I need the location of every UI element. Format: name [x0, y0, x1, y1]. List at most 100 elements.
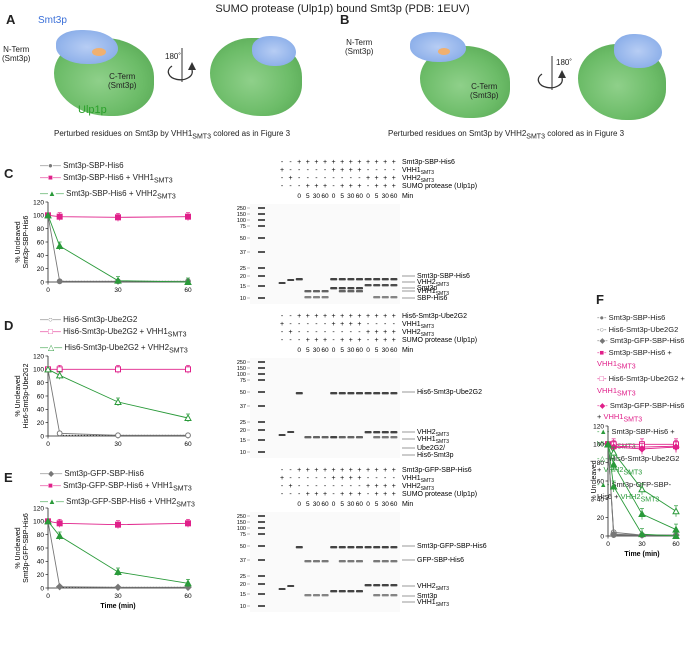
legend-c: —●— Smt3p-SBP-His6 —■— Smt3p-SBP-His6 + … — [40, 160, 176, 203]
lane-sign: - — [315, 329, 318, 336]
lane-sign: + — [332, 475, 336, 482]
lane-sign: - — [298, 475, 301, 482]
gel-band — [364, 278, 372, 281]
lane-sign: + — [349, 337, 353, 344]
perturbed-residues-front — [92, 48, 106, 56]
gel-row-label: VHH1SMT3 — [402, 321, 434, 330]
lane-sign: + — [289, 483, 293, 490]
gel-band — [347, 290, 355, 293]
gel-band — [313, 436, 320, 439]
y-tick-label: 100 — [33, 213, 44, 220]
mw-label: 150 — [237, 366, 246, 372]
band-label: VHH2SMT3 — [417, 279, 449, 288]
time-label: 30 — [313, 347, 321, 354]
lane-sign: + — [332, 467, 336, 474]
lane-sign: + — [314, 159, 318, 166]
lane-sign: - — [298, 167, 301, 174]
lane-sign: - — [289, 159, 292, 166]
legend-f-item-2: -○- His6-Smt3p-Ube2G2 — [597, 324, 679, 334]
chart-d-axes: 0 20 40 60 80 100 120 0 30 60 % UncleavedHis6-Smt3… — [15, 353, 192, 448]
data-point-3-3 — [114, 567, 122, 575]
gel-band — [330, 546, 338, 549]
mw-label: 250 — [237, 206, 246, 212]
lane-sign: + — [280, 321, 284, 328]
gel-band — [313, 290, 320, 293]
gel-band — [381, 431, 389, 434]
gel-band — [364, 284, 372, 287]
gel-e: - - + + + + + + + + + + + + Smt3p-GFP-SBP-His6+ - - - - - + +… — [237, 467, 487, 612]
lane-sign: - — [393, 167, 396, 174]
gel-band — [364, 546, 372, 549]
chart-c: 0 20 40 60 80 100 120 0 30 60 % UncleavedSmt3p-SBP… — [15, 199, 192, 294]
time-label: 0 — [332, 347, 336, 354]
mw-label: 25 — [240, 266, 246, 272]
y-axis-label-line: His6-Smt3p-Ube2G2 — [23, 363, 30, 428]
lane-sign: + — [306, 183, 310, 190]
data-point-2-3 — [115, 366, 121, 373]
lane-sign: - — [367, 321, 370, 328]
x-tick-label: 0 — [46, 593, 50, 600]
lane-sign: + — [349, 321, 353, 328]
band-label: VHH2SMT3 — [417, 583, 449, 592]
gel-band — [381, 594, 389, 597]
lane-sign: + — [383, 337, 387, 344]
gel-band — [373, 594, 381, 597]
lane-sign: - — [289, 313, 292, 320]
lane-sign: + — [375, 483, 379, 490]
lane-sign: - — [298, 321, 301, 328]
mw-label: 100 — [237, 372, 246, 378]
data-point-1-2 — [56, 430, 63, 437]
gel-band — [381, 584, 389, 587]
time-label: 0 — [332, 193, 336, 200]
y-tick-label: 80 — [37, 380, 45, 387]
band-label: VHH1SMT3 — [417, 436, 449, 445]
mw-label: 10 — [240, 296, 246, 302]
time-label: 0 — [366, 501, 370, 508]
gel-row-label-sub: SMT3 — [421, 324, 435, 330]
lane-sign: - — [289, 167, 292, 174]
ladder-band — [258, 297, 265, 299]
lane-sign: + — [383, 159, 387, 166]
lane-sign: + — [349, 167, 353, 174]
ladder-band — [258, 379, 265, 381]
gel-band — [356, 436, 363, 439]
gel-body — [250, 204, 400, 304]
data-point-3-4 — [184, 277, 192, 285]
gel-band — [373, 560, 381, 563]
data-point-3-2 — [609, 530, 618, 538]
y-tick-label: 120 — [593, 423, 604, 430]
mw-label: 100 — [237, 526, 246, 532]
lane-sign: + — [392, 175, 396, 182]
gel-d: - - + + + + + + + + + + + + His6-Smt3p-Ube2G2+ - - - - - + + +… — [237, 313, 482, 459]
lane-sign: + — [375, 313, 379, 320]
mw-label: 250 — [237, 514, 246, 520]
y-tick-label: 0 — [40, 585, 44, 592]
chart-e-axes: 0 20 40 60 80 100 120 0 30 60 Time (min) % Uncleave… — [15, 505, 192, 610]
mw-label: 37 — [240, 250, 246, 256]
b-caption: Perturbed residues on Smt3p by VHH2SMT3 … — [388, 129, 625, 141]
ladder-band — [258, 207, 265, 209]
gel-row-label: Smt3p-GFP-SBP-His6 — [402, 467, 472, 474]
lane-sign: + — [323, 491, 327, 498]
lane-sign: - — [315, 321, 318, 328]
mw-label: 20 — [240, 428, 246, 434]
gel-band — [330, 436, 338, 439]
lane-sign: + — [375, 329, 379, 336]
lane-sign: + — [392, 313, 396, 320]
lane-sign: - — [332, 483, 335, 490]
smt3p-label: Smt3p — [38, 15, 67, 26]
lane-sign: + — [280, 167, 284, 174]
gel-row-label: Smt3p-SBP-His6 — [402, 159, 455, 166]
y-axis-label: % UncleavedSmt3p-SBP-His6 — [15, 215, 30, 268]
data-point-3-1 — [44, 365, 52, 373]
legend-d-item-2: —□— His6-Smt3p-Ube2G2 + VHH1SMT3 — [40, 327, 187, 339]
time-label: 60 — [390, 347, 398, 354]
data-point-1-3 — [114, 583, 122, 592]
data-point-6-4 — [672, 443, 680, 451]
data-point-2-4 — [185, 213, 191, 220]
time-label: 30 — [347, 347, 355, 354]
lane-sign: - — [315, 167, 318, 174]
gel-band — [390, 584, 398, 587]
mw-label: 15 — [240, 438, 246, 444]
gel-band — [287, 431, 295, 433]
